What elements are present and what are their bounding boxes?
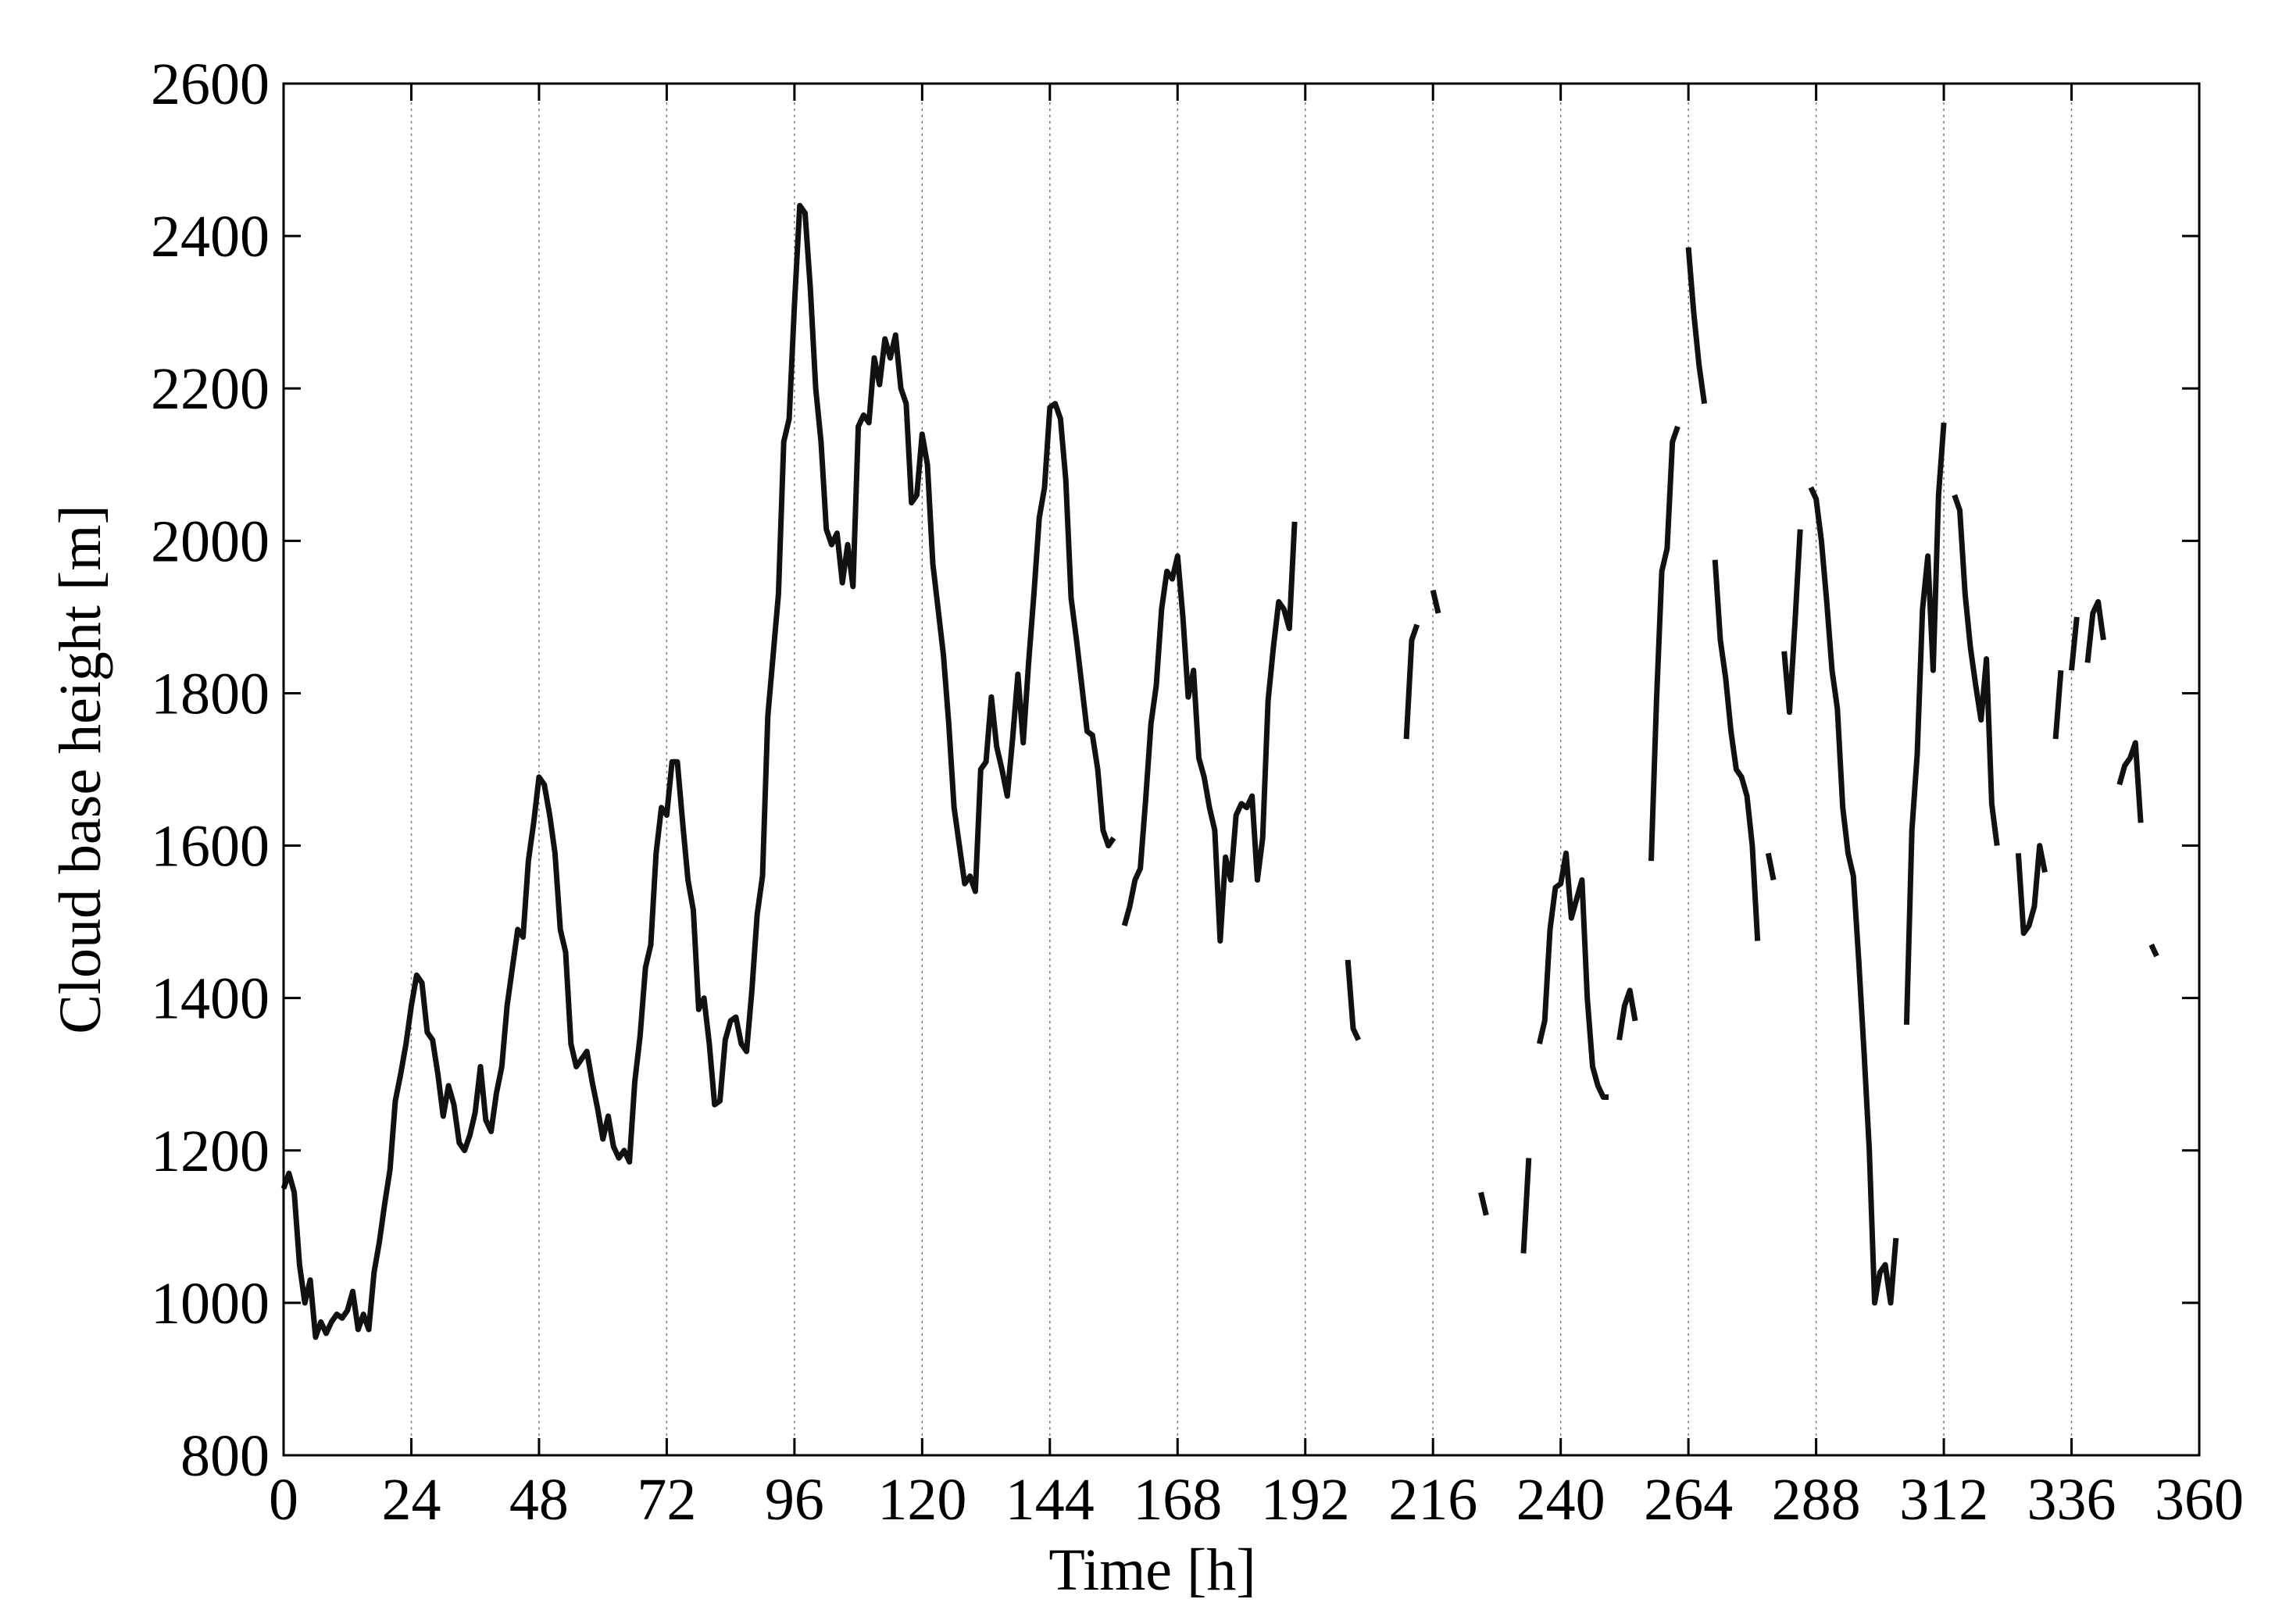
x-tick-label: 312 — [1899, 1467, 1988, 1533]
y-tick-label: 1600 — [151, 814, 270, 880]
y-tick-label: 2600 — [151, 52, 270, 117]
plot-frame — [282, 82, 2201, 1457]
x-tick-label: 0 — [269, 1467, 298, 1533]
x-tick-label: 360 — [2155, 1467, 2244, 1533]
x-tick-label: 264 — [1644, 1467, 1733, 1533]
x-tick-label: 120 — [877, 1467, 966, 1533]
y-tick-label: 1800 — [151, 661, 270, 726]
y-tick-label: 800 — [180, 1423, 270, 1489]
y-axis-label: Cloud base height [m] — [48, 505, 113, 1034]
x-tick-label: 48 — [509, 1467, 569, 1533]
x-tick-label: 168 — [1133, 1467, 1222, 1533]
x-tick-label: 24 — [381, 1467, 441, 1533]
x-tick-label: 192 — [1261, 1467, 1350, 1533]
x-tick-label: 216 — [1388, 1467, 1477, 1533]
data-line — [280, 202, 2159, 1340]
x-axis-label: Time [h] — [1048, 1537, 1255, 1603]
x-tick-label: 336 — [2027, 1467, 2116, 1533]
y-tick-label: 1000 — [151, 1271, 270, 1337]
y-tick-label: 1200 — [151, 1119, 270, 1184]
x-tick-label: 72 — [637, 1467, 696, 1533]
x-tick-label: 96 — [765, 1467, 824, 1533]
y-tick-label: 2400 — [151, 204, 270, 269]
x-tick-label: 144 — [1005, 1467, 1095, 1533]
x-tick-label: 240 — [1516, 1467, 1605, 1533]
x-tick-label: 288 — [1772, 1467, 1861, 1533]
y-tick-label: 2200 — [151, 356, 270, 422]
y-tick-label: 1400 — [151, 966, 270, 1032]
y-tick-label: 2000 — [151, 509, 270, 574]
